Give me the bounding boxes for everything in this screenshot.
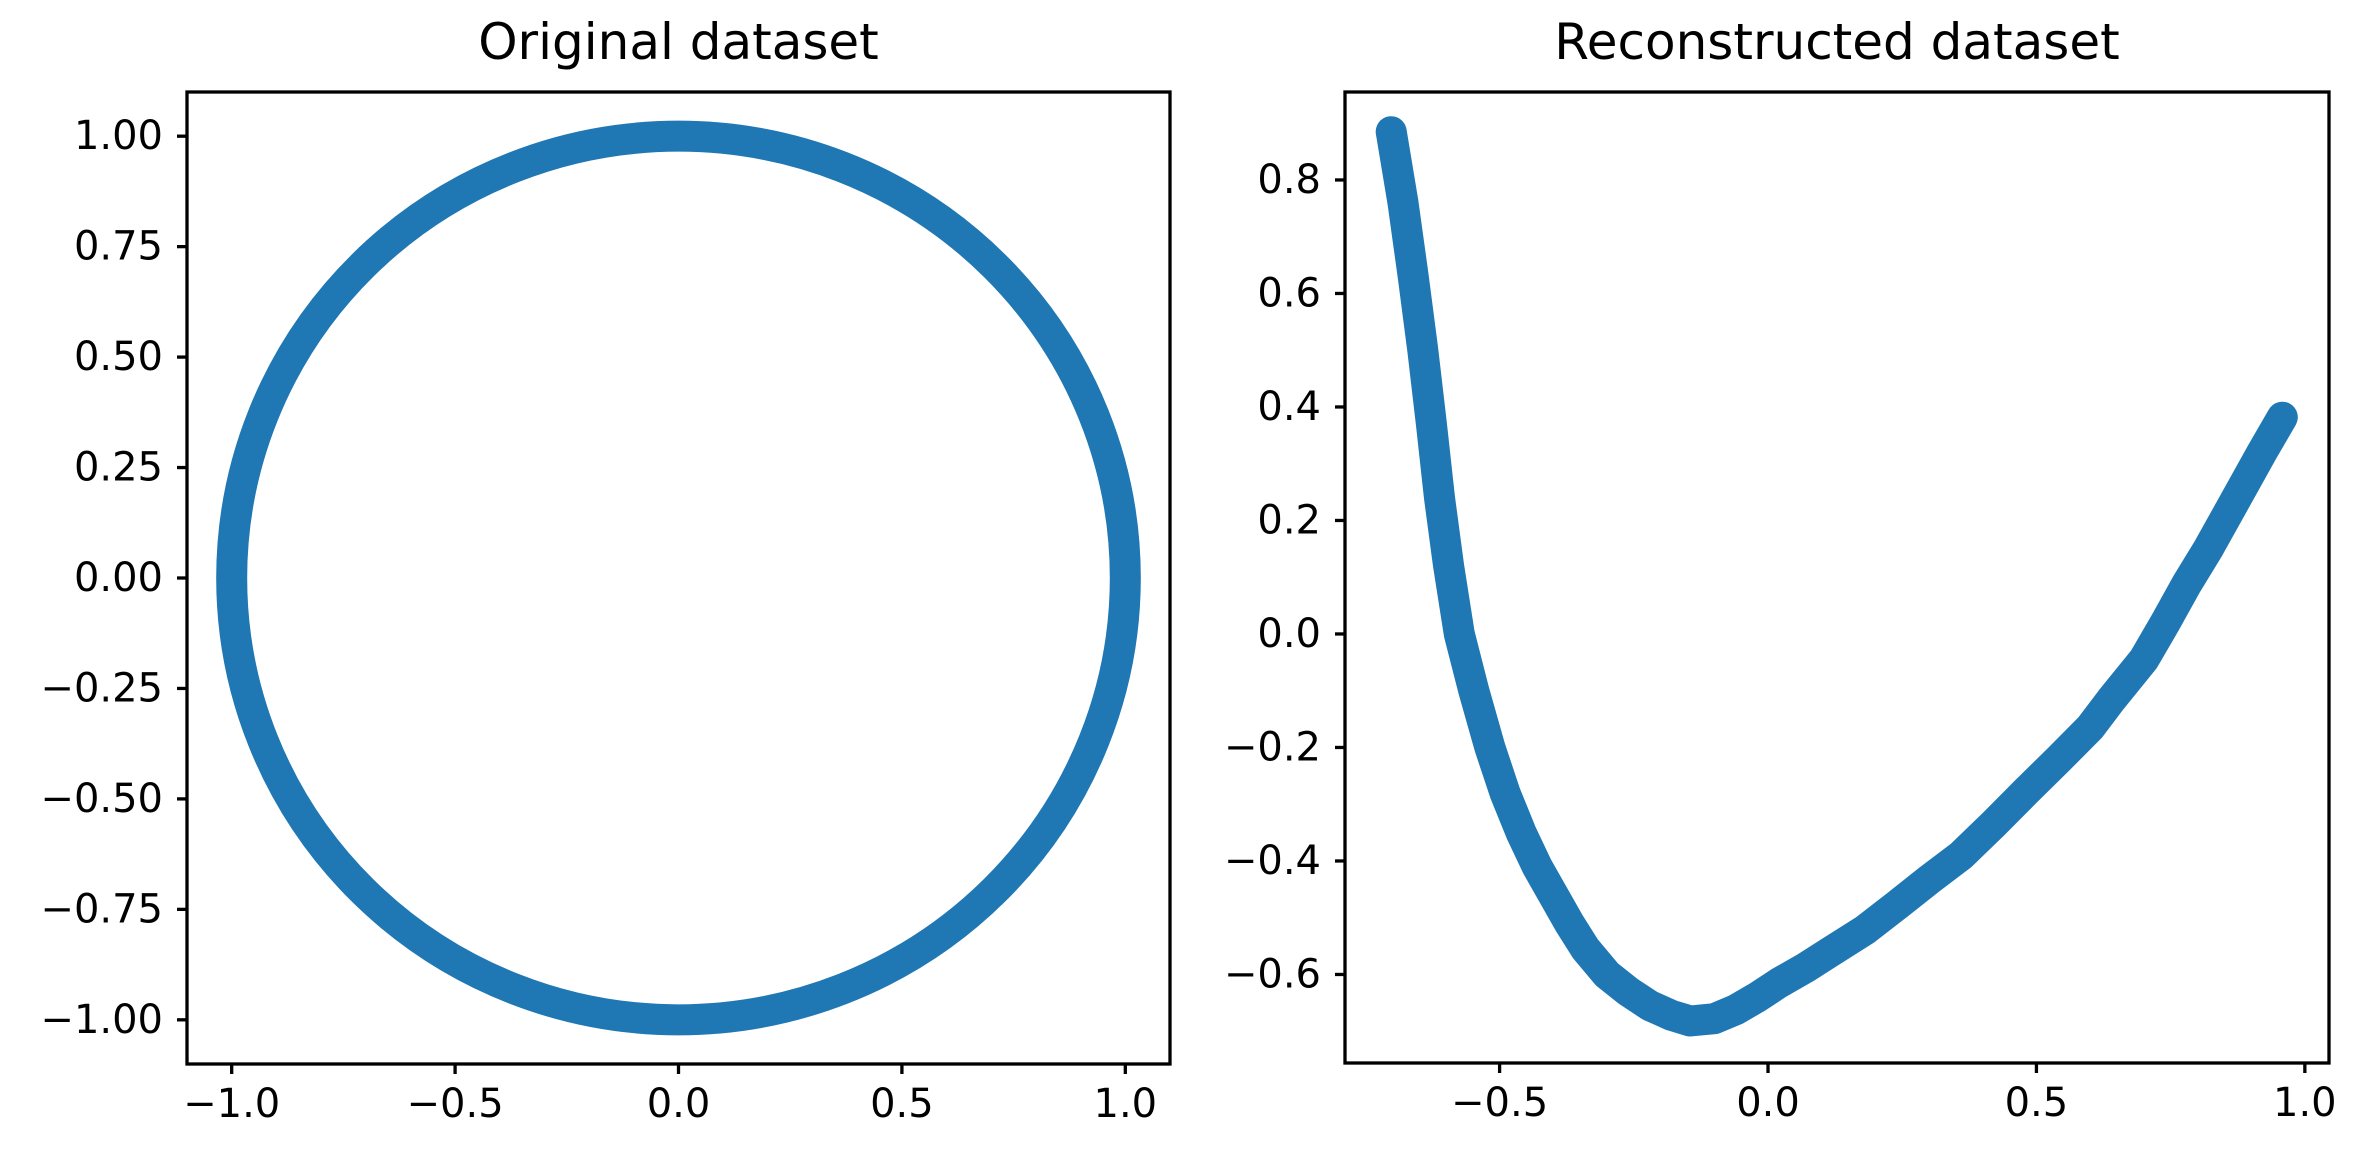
- subplot-original-x-tick-label: −1.0: [183, 1081, 280, 1127]
- subplot-original-x-tick-label: 1.0: [1094, 1081, 1158, 1127]
- plot-title-reconstructed: Reconstructed dataset: [1554, 13, 2120, 71]
- subplot-reconstructed-y-tick-label: 0.2: [1257, 497, 1321, 543]
- subplot-original-y-tick-label: −0.75: [40, 886, 163, 932]
- subplot-original-y-tick-label: −1.00: [40, 997, 163, 1043]
- subplot-original-x-tick-label: 0.0: [647, 1081, 711, 1127]
- subplot-reconstructed-x-tick-label: 0.5: [2005, 1080, 2069, 1126]
- subplot-original-y-tick-label: 0.50: [74, 334, 163, 380]
- subplot-reconstructed-x-tick-label: 0.0: [1736, 1080, 1800, 1126]
- subplot-reconstructed-x-tick-label: 1.0: [2273, 1080, 2337, 1126]
- plot-title-original: Original dataset: [478, 13, 879, 71]
- subplot-original-y-tick-label: 1.00: [74, 113, 163, 159]
- subplot-reconstructed-x-tick-label: −0.5: [1451, 1080, 1548, 1126]
- subplot-reconstructed-y-tick-label: −0.6: [1224, 951, 1321, 997]
- subplot-original-x-tick-label: −0.5: [407, 1081, 504, 1127]
- subplot-original-y-tick-label: 0.00: [74, 555, 163, 601]
- subplot-original-y-tick-label: 0.25: [74, 445, 163, 491]
- subplot-reconstructed-y-tick-label: −0.2: [1224, 724, 1321, 770]
- subplot-reconstructed-data-series: [1375, 116, 2298, 1037]
- subplot-original-x-tick-label: 0.5: [870, 1081, 934, 1127]
- subplot-reconstructed-y-tick-label: −0.4: [1224, 838, 1321, 884]
- subplot-original-y-tick-label: −0.50: [40, 776, 163, 822]
- subplot-reconstructed-axes-spines: [1343, 90, 2331, 1065]
- subplot-original-axes-spines: [185, 90, 1172, 1066]
- subplot-original-data-series: [216, 120, 1141, 1036]
- subplot-reconstructed-y-tick-label: 0.8: [1257, 157, 1321, 203]
- subplot-reconstructed-y-tick-label: 0.6: [1257, 270, 1321, 316]
- subplot-reconstructed-y-tick-label: 0.4: [1257, 384, 1321, 430]
- subplot-reconstructed-y-tick-label: 0.0: [1257, 611, 1321, 657]
- subplot-original-y-tick-label: −0.25: [40, 665, 163, 711]
- subplot-original-y-tick-label: 0.75: [74, 224, 163, 270]
